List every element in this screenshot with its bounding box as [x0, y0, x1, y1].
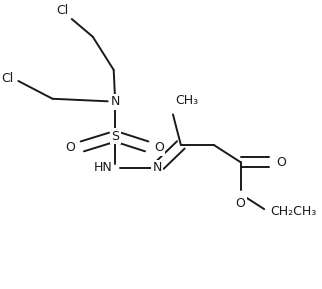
- Text: O: O: [276, 156, 286, 169]
- Text: CH₃: CH₃: [175, 95, 198, 108]
- Text: Cl: Cl: [2, 72, 14, 85]
- Text: O: O: [236, 197, 245, 210]
- Text: Cl: Cl: [57, 4, 69, 16]
- Text: N: N: [152, 162, 162, 175]
- Text: O: O: [154, 141, 164, 154]
- Text: S: S: [111, 130, 119, 143]
- Text: HN: HN: [93, 162, 112, 175]
- Text: O: O: [65, 141, 75, 154]
- Text: CH₂CH₃: CH₂CH₃: [270, 205, 317, 218]
- Text: N: N: [110, 95, 120, 108]
